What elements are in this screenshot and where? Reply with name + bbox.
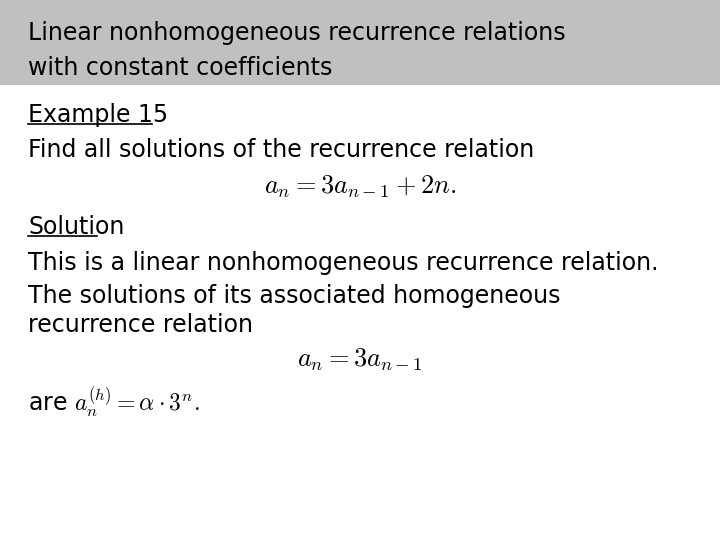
Text: $a_n = 3a_{n-1} + 2n.$: $a_n = 3a_{n-1} + 2n.$ [264, 174, 456, 200]
Text: are $a_n^{(h)} = \alpha \cdot 3^n.$: are $a_n^{(h)} = \alpha \cdot 3^n.$ [28, 385, 199, 419]
Text: Solution: Solution [28, 215, 125, 239]
FancyBboxPatch shape [0, 0, 720, 85]
Text: The solutions of its associated homogeneous: The solutions of its associated homogene… [28, 284, 560, 308]
Text: Linear nonhomogeneous recurrence relations: Linear nonhomogeneous recurrence relatio… [28, 21, 566, 45]
Text: Find all solutions of the recurrence relation: Find all solutions of the recurrence rel… [28, 138, 534, 162]
Text: $a_n = 3a_{n-1}$: $a_n = 3a_{n-1}$ [297, 347, 423, 373]
Text: This is a linear nonhomogeneous recurrence relation.: This is a linear nonhomogeneous recurren… [28, 251, 659, 275]
Text: with constant coefficients: with constant coefficients [28, 56, 333, 80]
Text: Example 15: Example 15 [28, 103, 168, 127]
Text: recurrence relation: recurrence relation [28, 313, 253, 337]
